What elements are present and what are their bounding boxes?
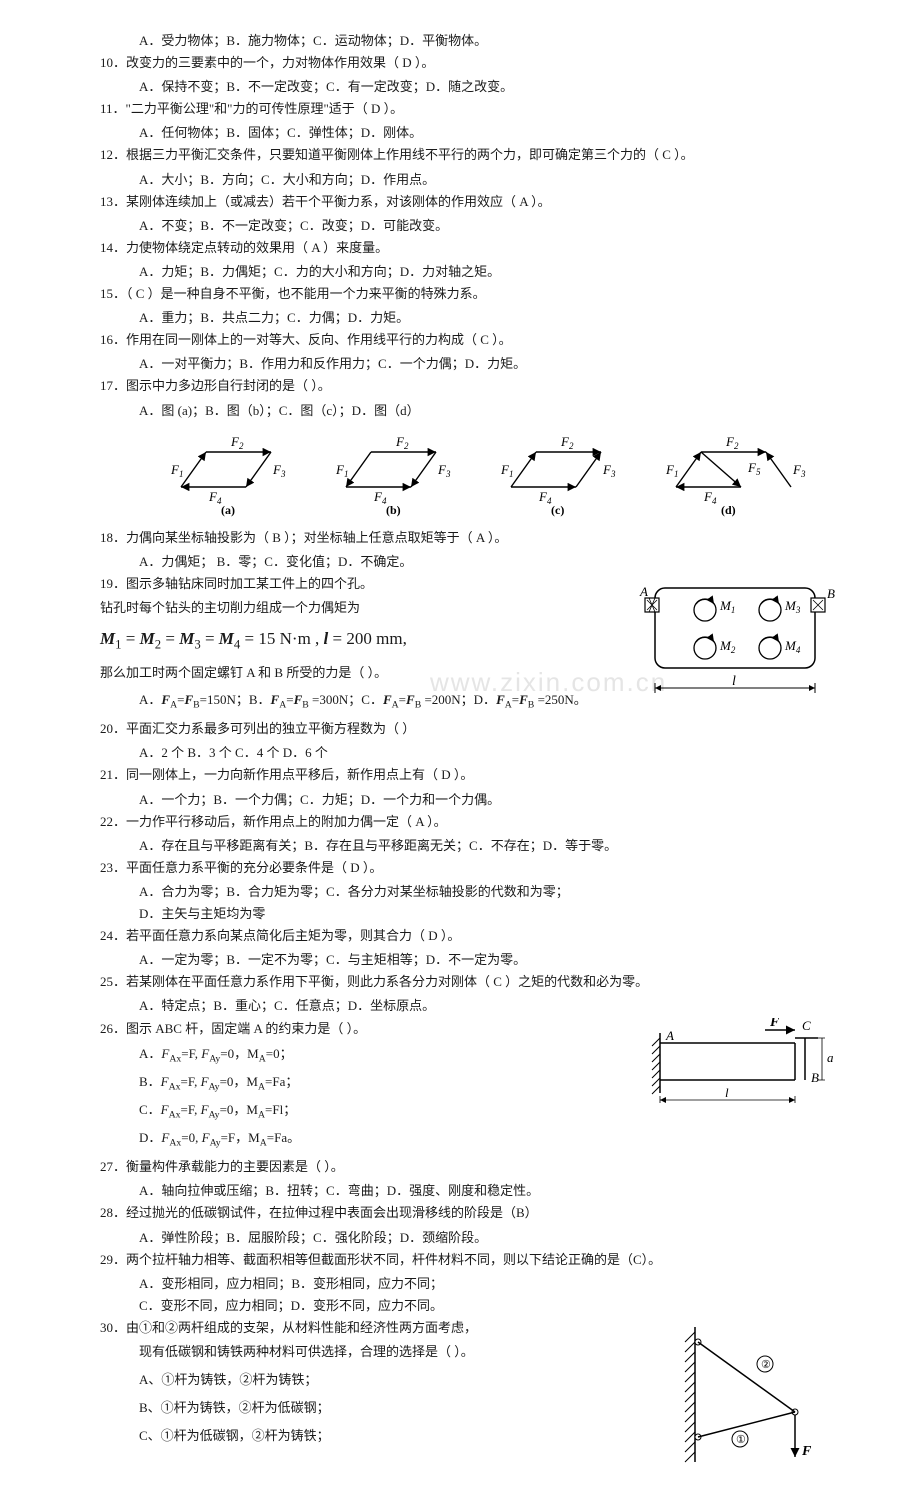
svg-text:(a): (a) (221, 503, 235, 517)
svg-text:F: F (769, 1018, 780, 1030)
q17: 17．图示中力多边形自行封闭的是（ ）。 (100, 375, 840, 397)
svg-text:F4: F4 (373, 489, 387, 506)
q17-opt: A．图 (a)；B．图（b）；C．图（c）；D．图（d） (100, 400, 840, 422)
q29-opt1: A．变形相同，应力相同；B．变形相同，应力不同； (100, 1273, 840, 1295)
svg-text:F2: F2 (560, 434, 574, 451)
svg-text:F3: F3 (792, 462, 806, 479)
svg-text:F1: F1 (665, 462, 678, 479)
q18: 18．力偶向某坐标轴投影为（ B ）；对坐标轴上任意点取矩等于（ A ）。 (100, 527, 840, 549)
q24-opt: A．一定为零；B．一定不为零；C．与主矩相等；D．不一定为零。 (100, 949, 840, 971)
q10-opt: A．保持不变；B．不一定改变；C．有一定改变；D．随之改变。 (100, 76, 840, 98)
q14: 14．力使物体绕定点转动的效果用（ A ）来度量。 (100, 237, 840, 259)
svg-text:a: a (827, 1050, 834, 1065)
svg-text:C: C (802, 1018, 811, 1033)
svg-text:F1: F1 (500, 462, 513, 479)
svg-text:F3: F3 (437, 462, 451, 479)
svg-text:F3: F3 (272, 462, 286, 479)
svg-text:(d): (d) (721, 503, 736, 517)
svg-text:F2: F2 (230, 434, 244, 451)
q24: 24．若平面任意力系向某点简化后主矩为零，则其合力（ D ）。 (100, 925, 840, 947)
fig17-a: F1 F2 F3 F4 (a) (161, 432, 301, 517)
svg-text:(c): (c) (551, 503, 564, 517)
q15-opt: A．重力；B．共点二力；C．力偶；D．力矩。 (100, 307, 840, 329)
svg-text:A: A (639, 584, 648, 599)
svg-text:F5: F5 (747, 460, 761, 477)
q21: 21．同一刚体上，一力向新作用点平移后，新作用点上有（ D ）。 (100, 764, 840, 786)
q16-opt: A．一对平衡力；B．作用力和反作用力；C．一个力偶；D．力矩。 (100, 353, 840, 375)
svg-text:②: ② (761, 1359, 771, 1371)
q13: 13．某刚体连续加上（或减去）若干个平衡力系，对该刚体的作用效应（ A ）。 (100, 191, 840, 213)
svg-text:F3: F3 (602, 462, 616, 479)
q10: 10．改变力的三要素中的一个，力对物体作用效果（ D ）。 (100, 52, 840, 74)
svg-text:F4: F4 (703, 489, 717, 506)
fig17-b: F1 F2 F3 F4 (b) (326, 432, 466, 517)
svg-text:B: B (827, 586, 835, 601)
svg-text:①: ① (736, 1434, 746, 1446)
svg-text:M3: M3 (784, 598, 801, 615)
q23: 23．平面任意力系平衡的充分必要条件是（ D ）。 (100, 857, 840, 879)
svg-text:F1: F1 (335, 462, 348, 479)
fig26: F C A B a l (640, 1018, 840, 1118)
svg-text:A: A (665, 1028, 674, 1043)
q29-opt2: C．变形不同，应力相同；D．变形不同，应力不同。 (100, 1295, 840, 1317)
q21-opt: A．一个力；B．一个力偶；C．力矩；D．一个力和一个力偶。 (100, 789, 840, 811)
q25: 25．若某刚体在平面任意力系作用下平衡，则此力系各分力对刚体（ C ）之矩的代数… (100, 971, 840, 993)
svg-text:(b): (b) (386, 503, 401, 517)
q20-opt: A．2 个 B．3 个 C．4 个 D．6 个 (100, 742, 840, 764)
q12-opt: A．大小；B．方向；C．大小和方向；D．作用点。 (100, 169, 840, 191)
q11: 11．"二力平衡公理"和"力的可传性原理"适于（ D ）。 (100, 98, 840, 120)
q22-opt: A．存在且与平移距离有关；B．存在且与平移距离无关；C．不存在；D．等于零。 (100, 835, 840, 857)
svg-text:F: F (801, 1444, 812, 1459)
q23-opt1: A．合力为零；B．合力矩为零；C．各分力对某坐标轴投影的代数和为零； (100, 881, 840, 903)
svg-text:F2: F2 (725, 434, 739, 451)
q13-opt: A．不变；B．不一定改变；C．改变；D．可能改变。 (100, 215, 840, 237)
svg-text:F4: F4 (208, 489, 222, 506)
fig19: A B M1 M3 M2 M4 l (620, 568, 840, 708)
svg-text:l: l (725, 1085, 729, 1100)
fig17-row: F1 F2 F3 F4 (a) F1 F2 F3 F4 (b) F1 F2 F3… (100, 432, 840, 517)
q15: 15．（ C ）是一种自身不平衡，也不能用一个力来平衡的特殊力系。 (100, 283, 840, 305)
svg-text:F2: F2 (395, 434, 409, 451)
q28: 28．经过抛光的低碳钢试件，在拉伸过程中表面会出现滑移线的阶段是（B） (100, 1202, 840, 1224)
q26-d: D．FAx=0, FAy=F，MA=Fa。 (100, 1127, 840, 1152)
q22: 22．一力作平行移动后，新作用点上的附加力偶一定（ A ）。 (100, 811, 840, 833)
q11-opt: A．任何物体；B．固体；C．弹性体；D．刚体。 (100, 122, 840, 144)
fig17-d: F1 F2 F3 F4 F5 (d) (656, 432, 806, 517)
svg-text:M4: M4 (784, 638, 801, 655)
q12: 12．根据三力平衡汇交条件，只要知道平衡刚体上作用线不平行的两个力，即可确定第三… (100, 144, 840, 166)
fig17-c: F1 F2 F3 F4 (c) (491, 432, 631, 517)
q-header-opt: A．受力物体；B．施力物体；C．运动物体；D．平衡物体。 (100, 30, 840, 52)
q20: 20．平面汇交力系最多可列出的独立平衡方程数为（ ） (100, 718, 840, 740)
svg-text:l: l (732, 674, 736, 689)
fig30: F ② ① (670, 1317, 840, 1472)
q16: 16．作用在同一刚体上的一对等大、反向、作用线平行的力构成（ C ）。 (100, 329, 840, 351)
svg-text:B: B (811, 1070, 819, 1085)
q29: 29．两个拉杆轴力相等、截面积相等但截面形状不同，杆件材料不同，则以下结论正确的… (100, 1249, 840, 1271)
q23-opt2: D．主矢与主矩均为零 (100, 903, 840, 925)
q27-opt: A．轴向拉伸或压缩；B．扭转；C．弯曲；D．强度、刚度和稳定性。 (100, 1180, 840, 1202)
svg-text:M2: M2 (719, 638, 736, 655)
q14-opt: A．力矩；B．力偶矩；C．力的大小和方向；D．力对轴之矩。 (100, 261, 840, 283)
svg-text:F1: F1 (170, 462, 183, 479)
q28-opt: A．弹性阶段；B．屈服阶段；C．强化阶段；D．颈缩阶段。 (100, 1227, 840, 1249)
q27: 27．衡量构件承载能力的主要因素是（ ）。 (100, 1156, 840, 1178)
svg-text:M1: M1 (719, 598, 735, 615)
q25-opt: A．特定点；B．重心；C．任意点；D．坐标原点。 (100, 995, 840, 1017)
svg-text:F4: F4 (538, 489, 552, 506)
